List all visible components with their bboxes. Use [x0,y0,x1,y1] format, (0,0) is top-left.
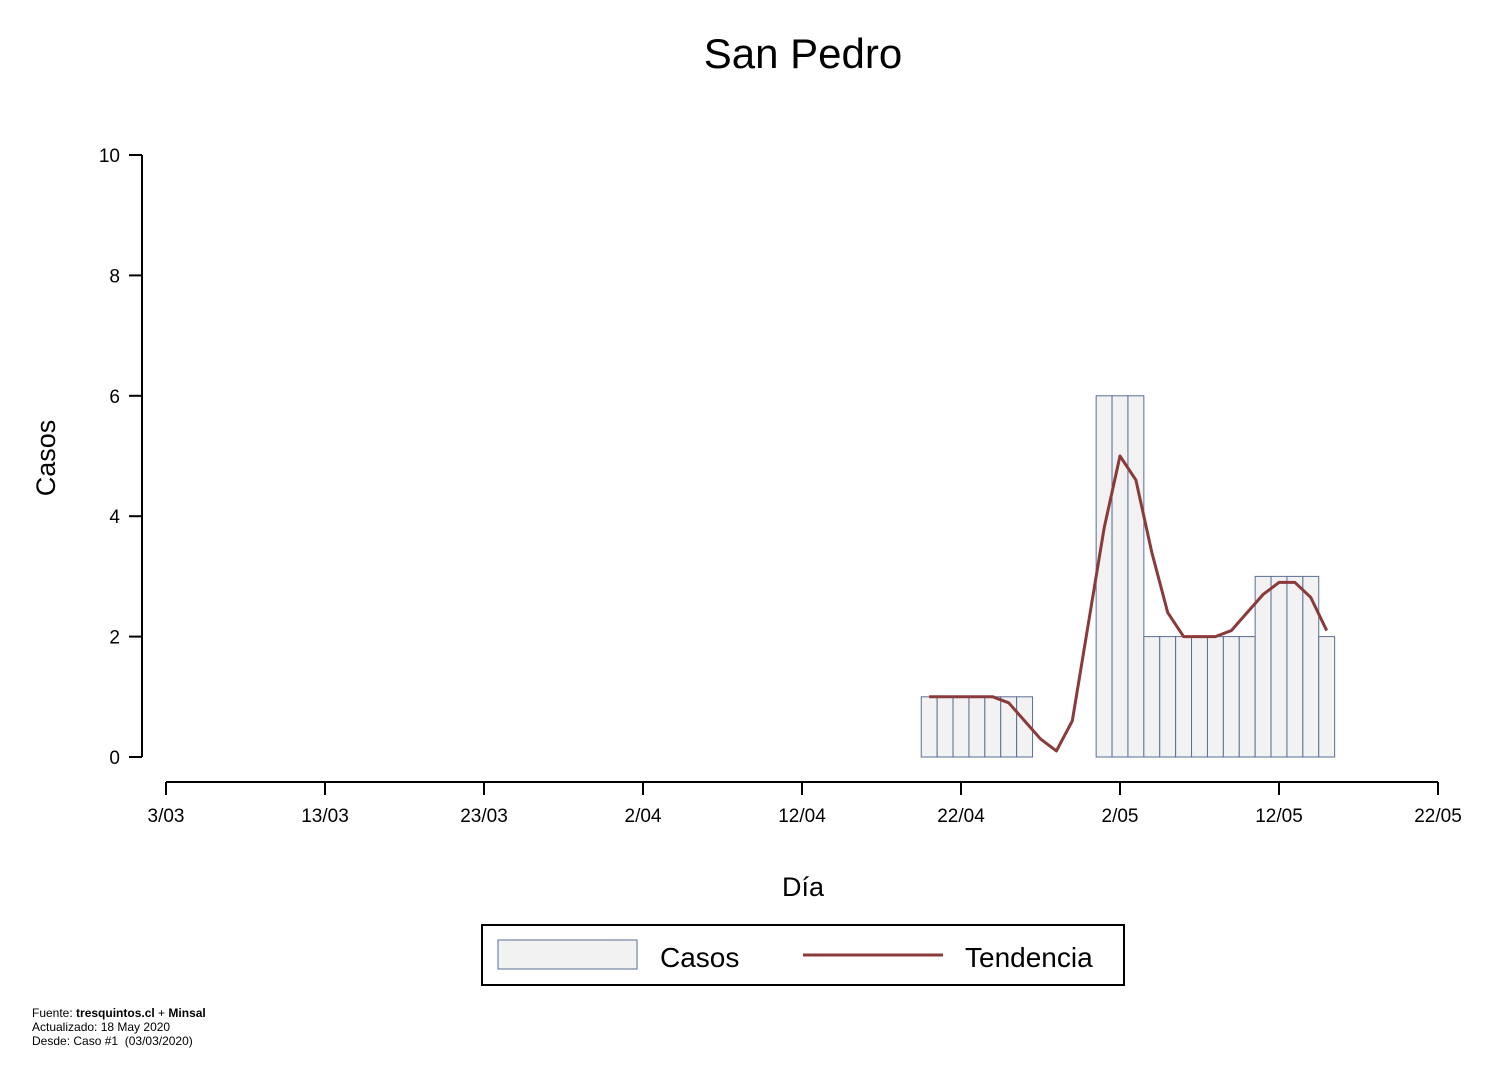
chart-title: San Pedro [704,30,902,77]
x-tick-label: 22/05 [1414,806,1462,827]
x-tick-label: 12/04 [778,806,826,827]
bars [920,395,1336,758]
bar [968,696,986,758]
y-tick-label: 6 [109,387,120,408]
y-tick-label: 4 [109,507,120,528]
y-tick-label: 2 [109,628,120,649]
bar [1318,636,1336,758]
bar [1000,696,1018,758]
y-tick-label: 10 [99,146,120,167]
y-tick-label: 8 [109,266,120,287]
x-axis-label: Día [782,872,825,902]
bar [1159,636,1177,758]
bar [936,696,954,758]
bar [984,696,1002,758]
footer-source-site: tresquintos.cl [76,1006,155,1020]
footer-since: Desde: Caso #1 (03/03/2020) [32,1034,193,1048]
footer-source-prefix: Fuente: [32,1006,77,1020]
bar [952,696,970,758]
bar [1095,395,1113,758]
legend-swatch-casos [497,939,638,970]
legend: Casos Tendencia [481,924,1125,986]
bar [1254,575,1272,758]
x-tick-label: 23/03 [460,806,508,827]
footer-updated: Actualizado: 18 May 2020 [32,1020,171,1034]
footer-source: Fuente: tresquintos.cl + Minsal [32,1006,206,1020]
x-tick-label: 12/05 [1255,806,1303,827]
bar [1143,636,1161,758]
bar [1222,636,1240,758]
bar [1016,696,1034,758]
bar [1238,636,1256,758]
y-axis-label: Casos [31,420,61,497]
x-tick-label: 3/03 [148,806,185,827]
bar [1206,636,1224,758]
trend-line [929,454,1329,753]
x-tick-label: 2/05 [1102,806,1139,827]
x-tick-label: 22/04 [937,806,985,827]
bar [1175,636,1193,758]
x-tick-label: 2/04 [625,806,662,827]
y-tick-label: 0 [109,748,120,769]
bar [1191,636,1208,758]
x-tick-label: 13/03 [301,806,349,827]
y-axis: 0 2 4 6 8 10 [99,146,143,769]
footer-source-join: + [154,1006,169,1020]
x-axis: 3/03 13/03 23/03 2/04 12/04 22/04 2/05 12/05 22/… [148,781,1462,827]
trend-line-group [929,454,1329,753]
bar [1111,395,1129,758]
bar [920,696,938,758]
bar [1286,575,1304,758]
bar [1127,395,1145,758]
bar [1302,575,1320,758]
legend-label-casos: Casos [660,942,739,973]
footer: Fuente: tresquintos.cl + Minsal Actualiz… [32,1006,206,1048]
bar [1270,575,1288,758]
footer-source-org: Minsal [168,1006,206,1020]
legend-label-tendencia: Tendencia [965,942,1093,973]
